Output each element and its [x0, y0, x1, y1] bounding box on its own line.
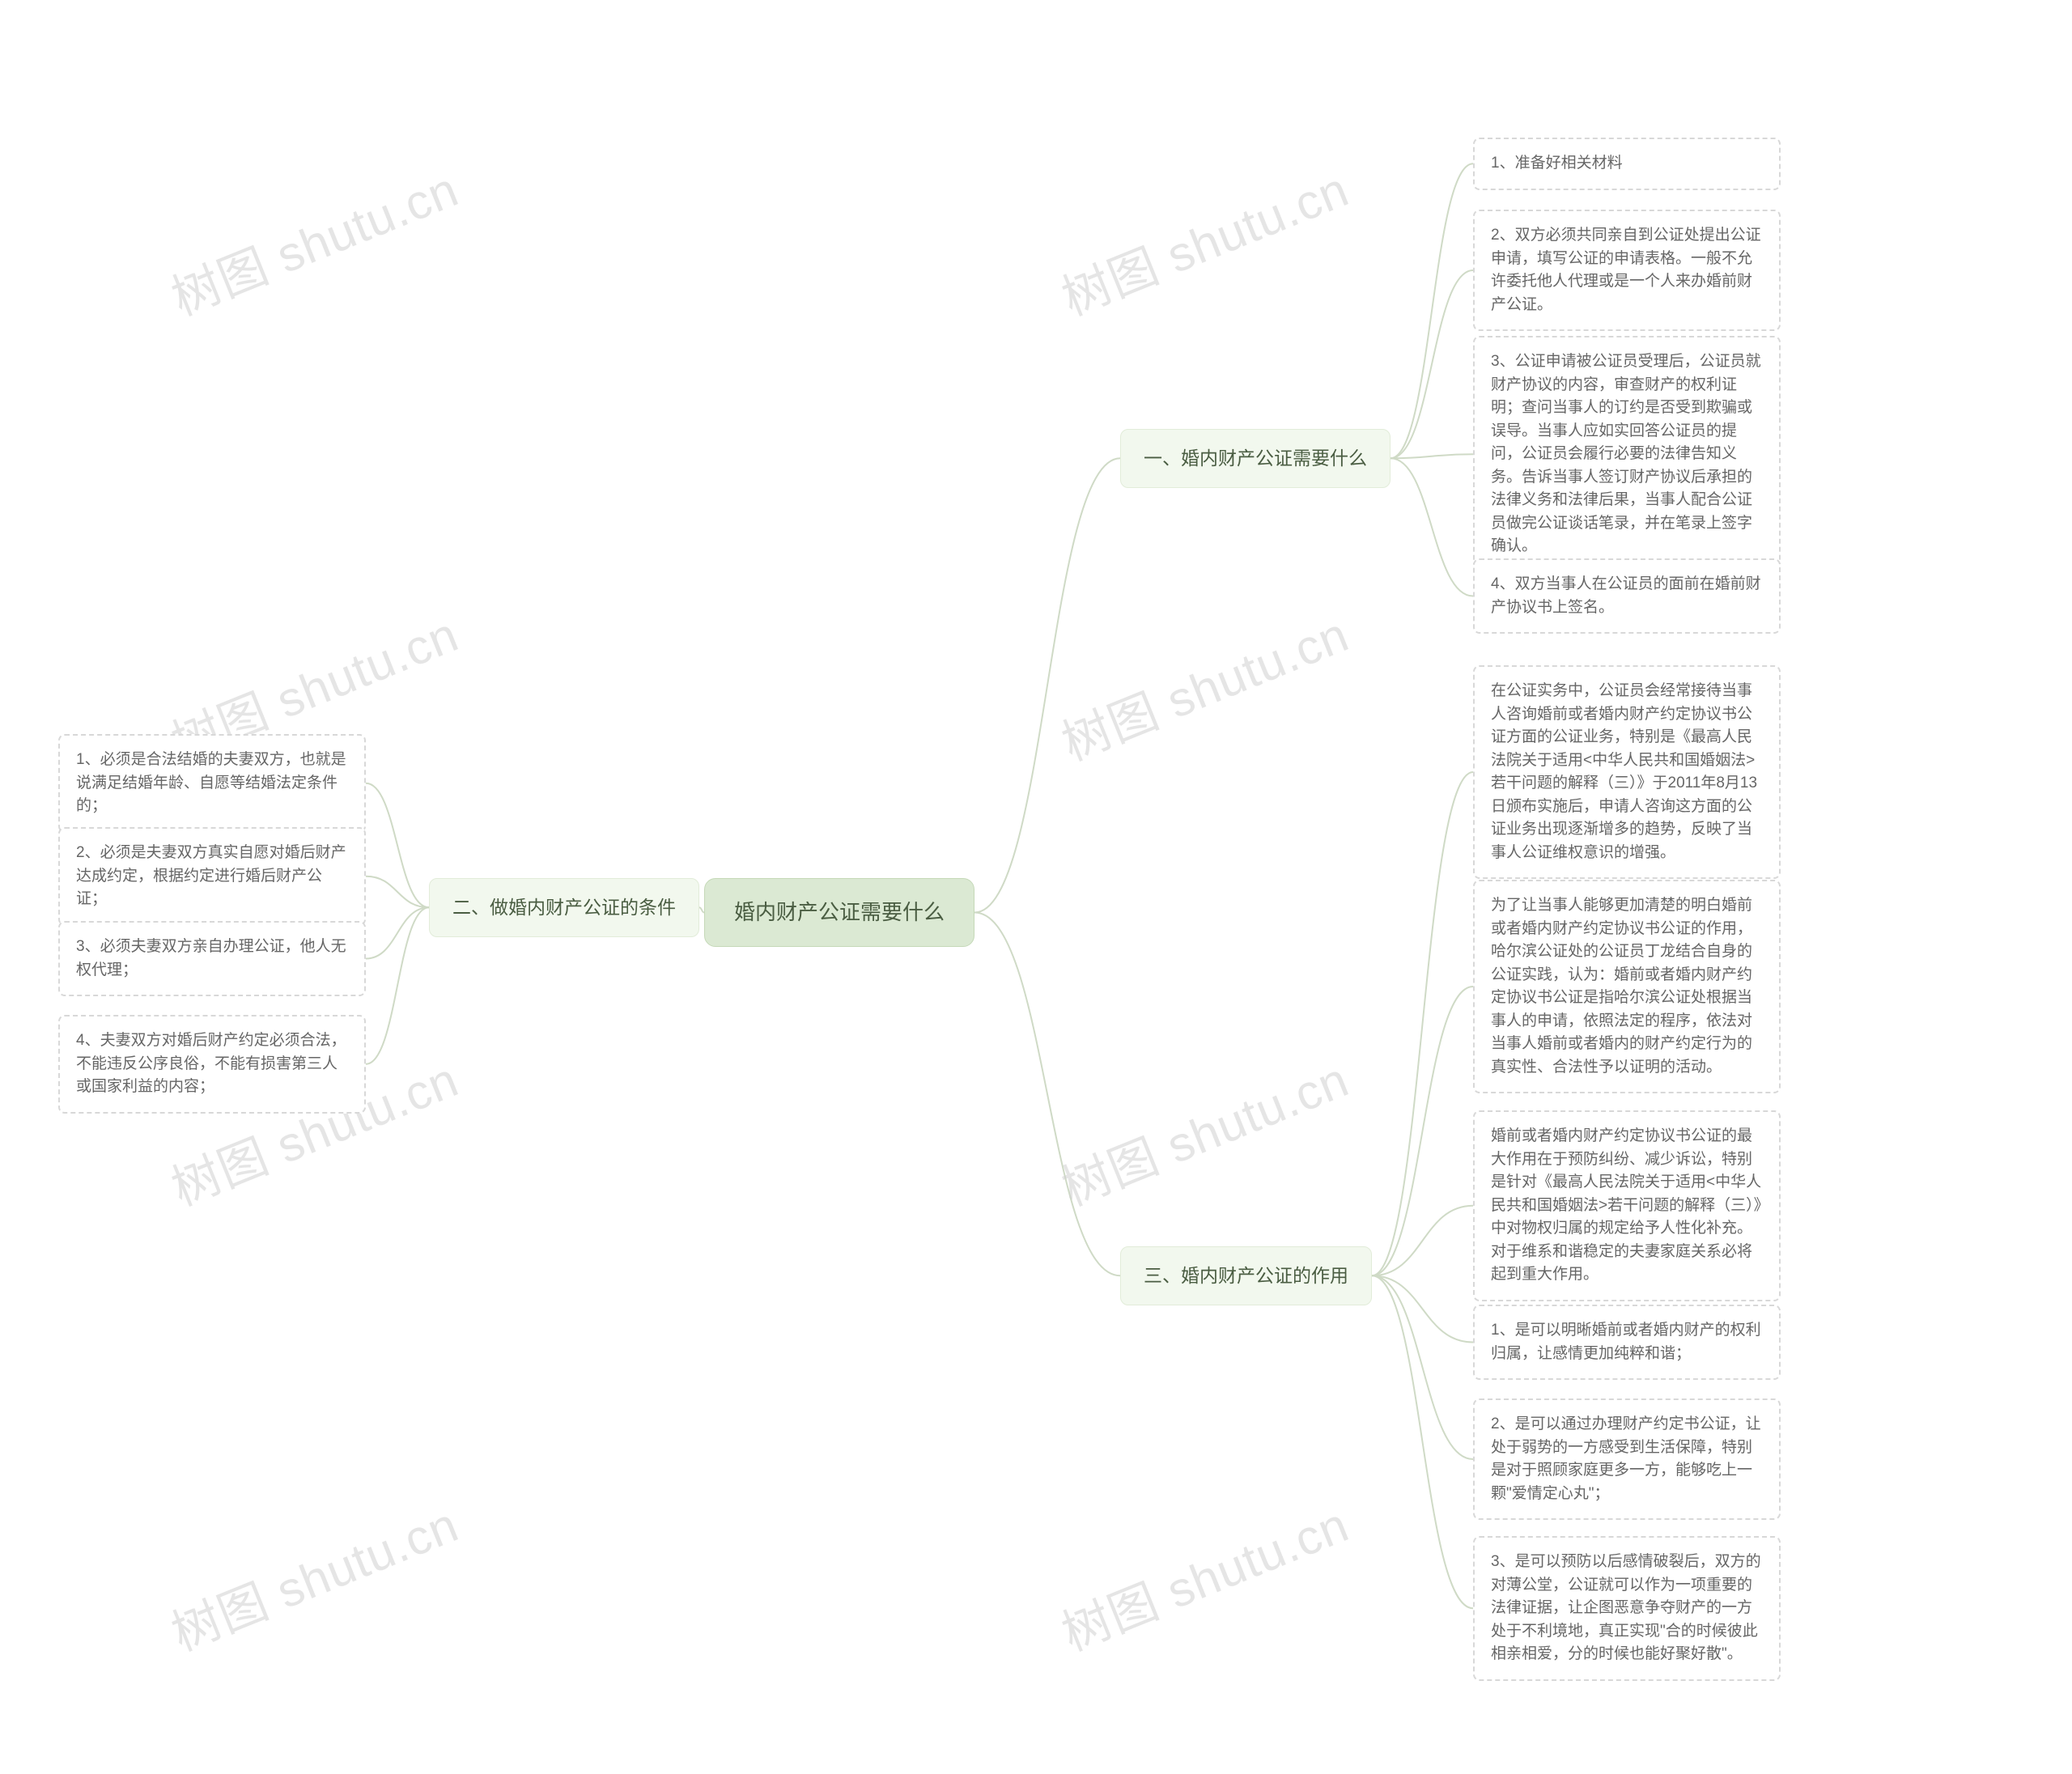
leaf-node: 2、双方必须共同亲自到公证处提出公证申请，填写公证的申请表格。一般不允许委托他人… — [1473, 210, 1781, 331]
leaf-node: 4、夫妻双方对婚后财产约定必须合法，不能违反公序良俗，不能有损害第三人或国家利益… — [58, 1015, 366, 1114]
leaf-node: 3、公证申请被公证员受理后，公证员就财产协议的内容，审查财产的权利证明；查问当事… — [1473, 336, 1781, 573]
leaf-node: 2、必须是夫妻双方真实自愿对婚后财产达成约定，根据约定进行婚后财产公证； — [58, 827, 366, 926]
leaf-node: 1、准备好相关材料 — [1473, 138, 1781, 190]
watermark-text: 树图 shutu.cn — [159, 151, 467, 329]
leaf-node: 3、必须夫妻双方亲自办理公证，他人无权代理； — [58, 921, 366, 996]
watermark-text: 树图 shutu.cn — [159, 1486, 467, 1665]
leaf-node: 2、是可以通过办理财产约定书公证，让处于弱势的一方感受到生活保障，特别是对于照顾… — [1473, 1398, 1781, 1520]
leaf-node: 为了让当事人能够更加清楚的明白婚前或者婚内财产约定协议书公证的作用，哈尔滨公证处… — [1473, 880, 1781, 1093]
watermark-text: 树图 shutu.cn — [1050, 151, 1357, 329]
leaf-node: 在公证实务中，公证员会经常接待当事人咨询婚前或者婚内财产约定协议书公证方面的公证… — [1473, 665, 1781, 879]
mindmap-canvas: 婚内财产公证需要什么 一、婚内财产公证需要什么二、做婚内财产公证的条件三、婚内财产… — [0, 0, 2072, 1774]
leaf-node: 1、必须是合法结婚的夫妻双方，也就是说满足结婚年龄、自愿等结婚法定条件的； — [58, 734, 366, 833]
leaf-node: 婚前或者婚内财产约定协议书公证的最大作用在于预防纠纷、减少诉讼，特别是针对《最高… — [1473, 1110, 1781, 1301]
branch-node-b3: 三、婚内财产公证的作用 — [1120, 1246, 1372, 1305]
root-node: 婚内财产公证需要什么 — [704, 878, 974, 947]
leaf-node: 1、是可以明晰婚前或者婚内财产的权利归属，让感情更加纯粹和谐； — [1473, 1305, 1781, 1380]
branch-node-b2: 二、做婚内财产公证的条件 — [429, 878, 699, 937]
watermark-text: 树图 shutu.cn — [1050, 1486, 1357, 1665]
watermark-text: 树图 shutu.cn — [1050, 596, 1357, 775]
leaf-node: 4、双方当事人在公证员的面前在婚前财产协议书上签名。 — [1473, 558, 1781, 634]
leaf-node: 3、是可以预防以后感情破裂后，双方的对薄公堂，公证就可以作为一项重要的法律证据，… — [1473, 1536, 1781, 1681]
branch-node-b1: 一、婚内财产公证需要什么 — [1120, 429, 1391, 488]
watermark-text: 树图 shutu.cn — [1050, 1041, 1357, 1220]
